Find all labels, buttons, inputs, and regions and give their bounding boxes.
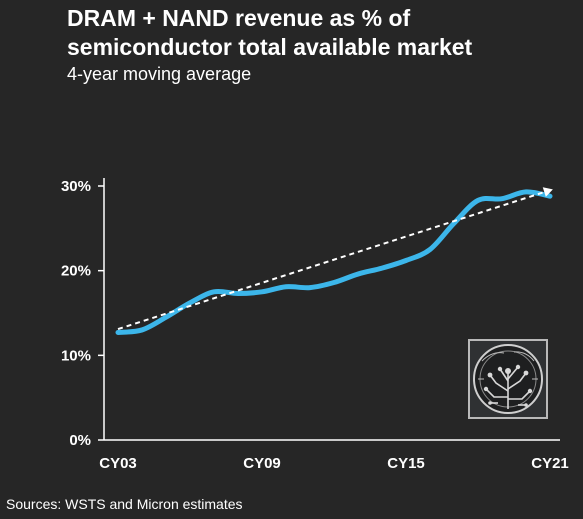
trend-arrowhead (542, 187, 553, 197)
x-tick-label: CY15 (387, 455, 425, 472)
x-axis-ticks: CY03 CY09 CY15 CY21 (99, 455, 569, 472)
chart-title-line-1: DRAM + NAND revenue as % of (67, 5, 411, 31)
x-tick-label: CY21 (531, 455, 569, 472)
chart-subtitle: 4-year moving average (67, 64, 252, 84)
y-axis-ticks: 0% 10% 20% 30% (61, 178, 104, 449)
chart-title-line-2: semiconductor total available market (67, 34, 473, 60)
revenue-share-line (115, 189, 553, 335)
title-block: DRAM + NAND revenue as % of semiconducto… (67, 4, 577, 85)
source-note: Sources: WSTS and Micron estimates (6, 496, 243, 512)
x-tick-label: CY03 (99, 455, 137, 472)
circuit-tree-icon (468, 339, 548, 419)
trend-line (117, 189, 551, 331)
y-tick-label: 20% (61, 263, 91, 280)
chart-series (115, 187, 553, 335)
y-tick-label: 10% (61, 347, 91, 364)
y-tick-label: 0% (69, 432, 91, 449)
x-tick-label: CY09 (243, 455, 281, 472)
y-tick-label: 30% (61, 178, 91, 195)
chart-axes (103, 178, 560, 441)
